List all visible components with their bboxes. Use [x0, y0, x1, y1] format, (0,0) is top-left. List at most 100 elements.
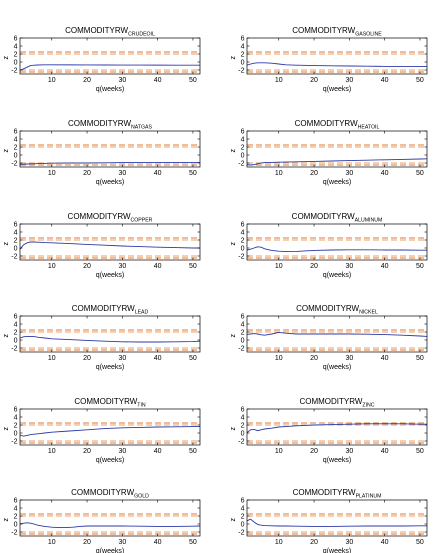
y-tick-label: 2: [241, 329, 245, 336]
y-tick-label: 2: [241, 144, 245, 151]
y-tick-label: -2: [11, 160, 17, 167]
axes-frame: [246, 315, 428, 353]
axes-frame: [246, 130, 428, 168]
y-tick-label: 2: [241, 422, 245, 429]
axes-frame: [19, 315, 201, 353]
series-line: [246, 518, 427, 527]
axes-frame: [246, 408, 428, 446]
y-tick-label: 6: [241, 128, 245, 135]
x-axis-label: q(weeks): [323, 86, 351, 93]
subplot-title: COMMODITYRWTIN: [74, 397, 146, 409]
x-tick-label: 50: [416, 77, 424, 84]
series-line: [19, 522, 201, 529]
subplot-title-main: COMMODITYRW: [65, 26, 128, 35]
x-tick-label: 50: [189, 355, 197, 362]
axes-frame: [19, 499, 201, 537]
y-tick-label: 0: [14, 521, 18, 528]
series-line: [19, 64, 200, 71]
y-tick-label: 6: [241, 313, 245, 320]
subplot-title: COMMODITYRWCRUDEOIL: [65, 26, 155, 38]
y-tick-label: 4: [241, 43, 245, 50]
x-tick-label: 10: [48, 355, 56, 362]
x-tick-label: 40: [381, 170, 389, 177]
x-tick-label: 10: [275, 355, 283, 362]
y-axis-label: z: [230, 242, 237, 246]
x-tick-label: 50: [189, 170, 197, 177]
y-axis-label: z: [230, 518, 237, 522]
x-tick-label: 10: [275, 539, 283, 546]
y-tick-label: -2: [11, 253, 17, 260]
y-tick-label: 4: [14, 505, 18, 512]
y-axis-label: z: [3, 334, 10, 338]
series-line: [20, 162, 200, 165]
x-tick-label: 20: [83, 170, 91, 177]
subplot-title-subscript: ALUMINUM: [355, 218, 383, 224]
y-tick-label: 6: [14, 128, 18, 135]
subplot-title-subscript: GOLD: [134, 494, 149, 500]
subplot-title-main: COMMODITYRW: [68, 119, 131, 128]
x-tick-label: 20: [310, 539, 318, 546]
subplot-title-subscript: PLATINUM: [356, 494, 382, 500]
y-tick-label: 0: [241, 521, 245, 528]
y-tick-label: -2: [238, 253, 244, 260]
x-tick-label: 40: [154, 170, 162, 177]
subplot-title-main: COMMODITYRW: [71, 488, 134, 497]
y-tick-label: 4: [14, 414, 18, 421]
y-tick-label: 2: [241, 237, 245, 244]
subplot-title-main: COMMODITYRW: [72, 304, 135, 313]
subplot-title-main: COMMODITYRW: [293, 488, 356, 497]
series-line: [19, 426, 200, 437]
x-axis-label: q(weeks): [96, 272, 124, 279]
axes-frame: [19, 223, 201, 261]
y-tick-label: -2: [11, 529, 17, 536]
series-line: [246, 423, 427, 433]
y-axis-label: z: [3, 427, 10, 431]
y-tick-label: -2: [11, 345, 17, 352]
subplot-title-subscript: ZINC: [362, 403, 374, 409]
y-tick-label: 0: [14, 337, 18, 344]
x-tick-label: 10: [48, 448, 56, 455]
x-tick-label: 30: [345, 355, 353, 362]
subplot-title-subscript: LEAD: [135, 310, 149, 316]
y-tick-label: 4: [241, 414, 245, 421]
subplot-title-main: COMMODITYRW: [295, 119, 358, 128]
y-tick-label: 6: [14, 221, 18, 228]
subplot-title-main: COMMODITYRW: [292, 26, 355, 35]
subplot-title: COMMODITYRWALUMINUM: [292, 212, 383, 224]
x-tick-label: 10: [275, 263, 283, 270]
x-tick-label: 50: [416, 170, 424, 177]
x-tick-label: 50: [416, 448, 424, 455]
y-tick-label: -2: [238, 529, 244, 536]
subplot-title-subscript: HEATOIL: [358, 125, 380, 131]
x-tick-label: 50: [189, 448, 197, 455]
x-tick-label: 10: [48, 539, 56, 546]
x-tick-label: 50: [416, 539, 424, 546]
x-tick-label: 40: [154, 448, 162, 455]
x-tick-label: 40: [381, 448, 389, 455]
x-axis-label: q(weeks): [323, 179, 351, 186]
series-line: [246, 158, 428, 166]
y-tick-label: 2: [14, 422, 18, 429]
x-tick-label: 20: [310, 263, 318, 270]
x-tick-label: 40: [154, 77, 162, 84]
y-tick-label: 4: [14, 229, 18, 236]
y-tick-label: 4: [14, 43, 18, 50]
axes-frame: [246, 223, 428, 261]
y-tick-label: 2: [14, 237, 18, 244]
x-tick-label: 20: [83, 539, 91, 546]
y-axis-label: z: [230, 149, 237, 153]
x-tick-label: 40: [381, 77, 389, 84]
x-tick-label: 30: [118, 355, 126, 362]
x-tick-label: 30: [345, 77, 353, 84]
subplot-title: COMMODITYRWLEAD: [72, 304, 149, 316]
y-tick-label: -2: [238, 345, 244, 352]
x-tick-label: 30: [345, 539, 353, 546]
subplot-title-main: COMMODITYRW: [299, 397, 362, 406]
x-axis-label: q(weeks): [96, 457, 124, 464]
